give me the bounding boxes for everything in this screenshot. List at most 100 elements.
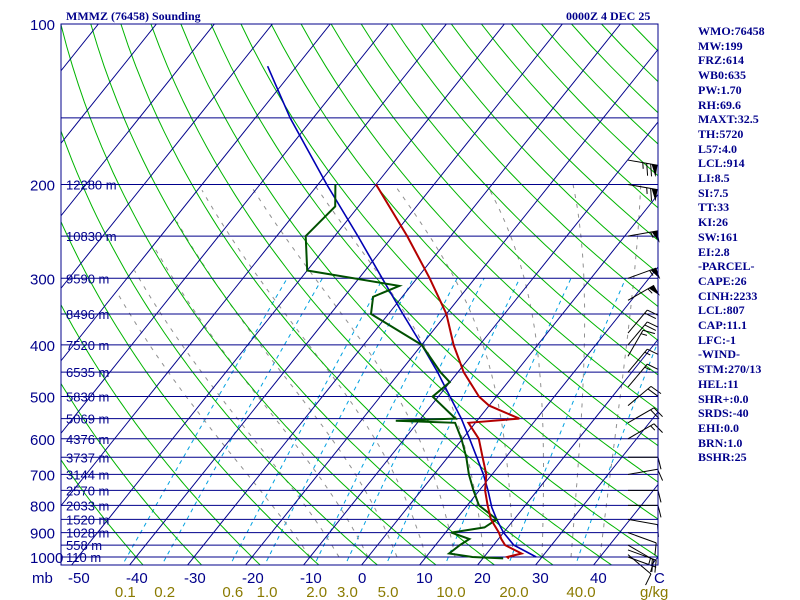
dry-adiabat-line bbox=[420, 24, 658, 274]
stat-item: EHI:0.0 bbox=[698, 420, 740, 435]
pressure-tick-label: 300 bbox=[30, 271, 55, 288]
mixing-ratio-unit-label: g/kg bbox=[640, 584, 668, 600]
temperature-tick-label: -20 bbox=[242, 570, 264, 587]
moist-adiabat-line bbox=[393, 184, 514, 557]
isotherm-line bbox=[244, 48, 658, 565]
wind-barb-staff bbox=[627, 183, 658, 191]
isotherm-line bbox=[360, 193, 658, 565]
wind-barb-half-flag bbox=[651, 558, 653, 566]
wind-barb-half-flag bbox=[650, 425, 656, 431]
stat-item: MAXT:32.5 bbox=[698, 112, 759, 127]
isotherm-line bbox=[476, 338, 658, 565]
mixing-ratio-label: 10.0 bbox=[436, 584, 465, 600]
dry-adiabat-line bbox=[120, 24, 554, 565]
mixing-ratio-line bbox=[161, 278, 323, 565]
temperature-tick-label: -50 bbox=[68, 570, 90, 587]
pressure-tick-label: 500 bbox=[30, 390, 55, 407]
wind-barb-pennant bbox=[651, 164, 658, 178]
isotherm-line bbox=[186, 24, 621, 565]
wind-barb-flag bbox=[647, 309, 659, 316]
dry-adiabat-line bbox=[61, 220, 320, 565]
stat-item: STM:270/13 bbox=[698, 362, 762, 377]
mixing-ratio-line bbox=[264, 278, 414, 565]
wind-barb bbox=[627, 554, 652, 586]
dry-adiabat-line bbox=[360, 24, 658, 342]
height-label: 1520 m bbox=[66, 512, 109, 527]
wind-barb-staff bbox=[627, 363, 648, 388]
dry-adiabat-line bbox=[390, 24, 658, 308]
height-label: 6535 m bbox=[66, 365, 109, 380]
wind-barb bbox=[627, 321, 659, 346]
wind-barb-half-flag bbox=[647, 288, 653, 294]
temperature-tick-label: 30 bbox=[532, 570, 549, 587]
wind-barb bbox=[627, 532, 657, 556]
mixing-ratio-label: 0.6 bbox=[222, 584, 243, 600]
stat-item: LCL:914 bbox=[698, 156, 745, 171]
wind-barb bbox=[627, 183, 658, 202]
height-label: 4376 m bbox=[66, 432, 109, 447]
pressure-tick-label: 900 bbox=[30, 526, 55, 543]
wind-barb-flag bbox=[654, 560, 657, 573]
wind-barb bbox=[627, 159, 658, 178]
mixing-ratio-label: 3.0 bbox=[337, 584, 358, 600]
moist-adiabat-line bbox=[486, 184, 544, 557]
wind-barb-half-flag bbox=[644, 366, 651, 371]
temperature-tick-label: -30 bbox=[184, 570, 206, 587]
temperature-tick-label: 20 bbox=[474, 570, 491, 587]
stat-item: TT:33 bbox=[698, 200, 730, 215]
stat-item: WB0:635 bbox=[698, 68, 746, 83]
stat-item: LFC:-1 bbox=[698, 332, 736, 347]
wind-barb-flag bbox=[647, 348, 659, 356]
mixing-ratio-label: 0.2 bbox=[154, 584, 175, 600]
stat-item: LCL:807 bbox=[698, 303, 745, 318]
wind-barb-staff bbox=[627, 348, 648, 373]
pressure-tick-label: 400 bbox=[30, 338, 55, 355]
dry-adiabat-line bbox=[61, 459, 144, 565]
wind-barb-half-flag bbox=[650, 231, 654, 238]
wind-barb-staff bbox=[627, 329, 644, 357]
wind-barb-staff bbox=[627, 518, 658, 526]
wind-barb-flag bbox=[650, 164, 653, 177]
isotherm-line bbox=[534, 411, 658, 565]
temperature-tick-label: -40 bbox=[126, 570, 148, 587]
isotherm-line bbox=[70, 24, 505, 565]
height-label: 2570 m bbox=[66, 483, 109, 498]
isotherm-line bbox=[61, 24, 447, 507]
wind-barb-flag bbox=[645, 573, 652, 586]
wind-barb-staff bbox=[627, 385, 652, 407]
moist-adiabat-line bbox=[117, 292, 311, 558]
wind-barb-staff bbox=[627, 284, 655, 301]
height-label: 558 m bbox=[66, 538, 102, 553]
wind-barb bbox=[627, 329, 656, 357]
isotherm-line bbox=[61, 24, 157, 145]
mixing-ratio-line bbox=[121, 278, 288, 565]
height-label: 1028 m bbox=[66, 526, 109, 541]
height-label: 3737 m bbox=[66, 450, 109, 465]
stat-item: PW:1.70 bbox=[698, 82, 742, 97]
dry-adiabat-line bbox=[61, 303, 261, 565]
mixing-ratio-label: 40.0 bbox=[566, 584, 595, 600]
wind-barb bbox=[627, 284, 660, 301]
isotherm-line bbox=[61, 24, 273, 290]
wind-barb-staff bbox=[627, 407, 655, 424]
dry-adiabat-line bbox=[61, 382, 203, 565]
stat-item: -PARCEL- bbox=[698, 259, 755, 274]
wind-barb-staff bbox=[627, 532, 657, 544]
mixing-ratio-label: 1.0 bbox=[257, 584, 278, 600]
wind-barb-pennant bbox=[648, 285, 660, 296]
wind-barb-staff bbox=[627, 544, 655, 561]
isobars bbox=[61, 24, 658, 558]
stability-indices-panel: WMO:76458 MW:199 FRZ:614 WB0:635 PW:1.70 RH:6… bbox=[698, 24, 765, 465]
height-label: 110 m bbox=[66, 550, 101, 565]
moist-adiabat-line bbox=[176, 221, 398, 558]
height-label: 9590 m bbox=[66, 271, 109, 286]
stat-item: EI:2.8 bbox=[698, 244, 730, 259]
dry-adiabat-line bbox=[300, 24, 658, 411]
dewpoint-trace bbox=[304, 184, 504, 560]
wind-barb-flag bbox=[647, 388, 659, 397]
height-label: 8496 m bbox=[66, 307, 109, 322]
height-label: 2033 m bbox=[66, 498, 109, 513]
wind-barb-staff bbox=[627, 554, 652, 575]
stat-item: TH:5720 bbox=[698, 126, 744, 141]
